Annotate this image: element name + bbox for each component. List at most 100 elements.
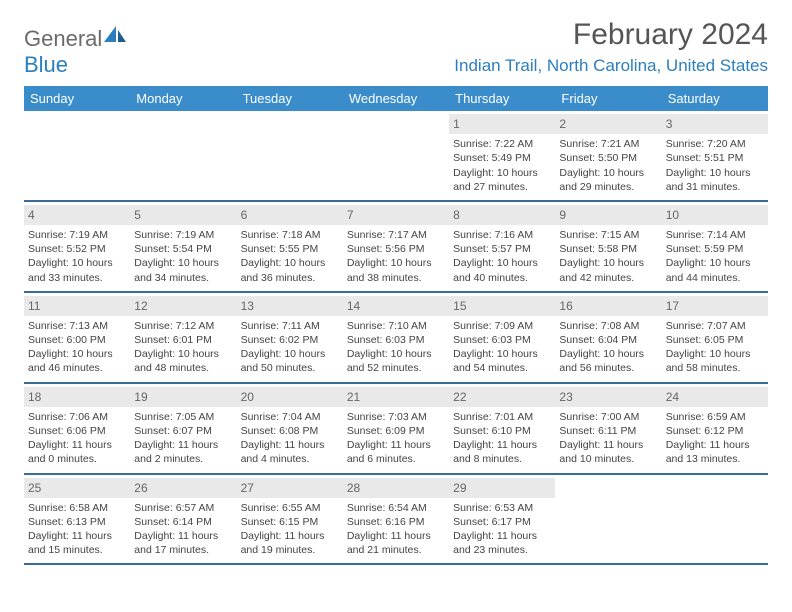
daylight-text: Daylight: 11 hours — [28, 438, 126, 452]
logo-text: General Blue — [24, 24, 128, 78]
week-row: 11Sunrise: 7:13 AMSunset: 6:00 PMDayligh… — [24, 293, 768, 384]
daylight-text: and 19 minutes. — [241, 543, 339, 557]
sunset-text: Sunset: 6:16 PM — [347, 515, 445, 529]
sunset-text: Sunset: 6:04 PM — [559, 333, 657, 347]
sunset-text: Sunset: 6:10 PM — [453, 424, 551, 438]
daylight-text: and 56 minutes. — [559, 361, 657, 375]
day-cell: 11Sunrise: 7:13 AMSunset: 6:00 PMDayligh… — [24, 293, 130, 382]
month-title: February 2024 — [454, 18, 768, 52]
calendar: SundayMondayTuesdayWednesdayThursdayFrid… — [24, 86, 768, 565]
sunrise-text: Sunrise: 7:08 AM — [559, 319, 657, 333]
day-cell: 19Sunrise: 7:05 AMSunset: 6:07 PMDayligh… — [130, 384, 236, 473]
day-number: 27 — [237, 478, 343, 498]
day-number: 8 — [449, 205, 555, 225]
sunset-text: Sunset: 6:08 PM — [241, 424, 339, 438]
sunrise-text: Sunrise: 7:11 AM — [241, 319, 339, 333]
empty-cell — [662, 475, 768, 564]
daylight-text: Daylight: 10 hours — [666, 347, 764, 361]
empty-cell — [24, 111, 130, 200]
day-number: 7 — [343, 205, 449, 225]
daylight-text: Daylight: 10 hours — [134, 256, 232, 270]
day-cell: 5Sunrise: 7:19 AMSunset: 5:54 PMDaylight… — [130, 202, 236, 291]
daylight-text: Daylight: 10 hours — [134, 347, 232, 361]
sunset-text: Sunset: 6:11 PM — [559, 424, 657, 438]
daylight-text: Daylight: 10 hours — [453, 256, 551, 270]
day-cell: 7 Sunrise: 7:17 AMSunset: 5:56 PMDaylight… — [343, 202, 449, 291]
logo-sail-icon — [102, 24, 128, 46]
day-cell: 16 Sunrise: 7:08 AMSunset: 6:04 PMDayligh… — [555, 293, 661, 382]
weekday-header-cell: Friday — [555, 86, 661, 111]
sunrise-text: Sunrise: 7:12 AM — [134, 319, 232, 333]
weekday-header-cell: Thursday — [449, 86, 555, 111]
day-cell: 14Sunrise: 7:10 AMSunset: 6:03 PMDayligh… — [343, 293, 449, 382]
week-row: 25Sunrise: 6:58 AMSunset: 6:13 PMDayligh… — [24, 475, 768, 566]
daylight-text: and 58 minutes. — [666, 361, 764, 375]
sunrise-text: Sunrise: 6:58 AM — [28, 501, 126, 515]
sunset-text: Sunset: 5:50 PM — [559, 151, 657, 165]
sunrise-text: Sunrise: 7:05 AM — [134, 410, 232, 424]
day-cell: 24Sunrise: 6:59 AMSunset: 6:12 PMDayligh… — [662, 384, 768, 473]
daylight-text: Daylight: 10 hours — [241, 256, 339, 270]
sunset-text: Sunset: 5:54 PM — [134, 242, 232, 256]
day-number: 15 — [449, 296, 555, 316]
sunset-text: Sunset: 5:58 PM — [559, 242, 657, 256]
daylight-text: and 23 minutes. — [453, 543, 551, 557]
sunset-text: Sunset: 6:06 PM — [28, 424, 126, 438]
daylight-text: and 31 minutes. — [666, 180, 764, 194]
daylight-text: Daylight: 10 hours — [453, 166, 551, 180]
sunrise-text: Sunrise: 6:57 AM — [134, 501, 232, 515]
location-subtitle: Indian Trail, North Carolina, United Sta… — [454, 56, 768, 76]
daylight-text: Daylight: 11 hours — [28, 529, 126, 543]
weeks-container: 1Sunrise: 7:22 AMSunset: 5:49 PMDaylight… — [24, 111, 768, 565]
sunrise-text: Sunrise: 7:19 AM — [28, 228, 126, 242]
daylight-text: Daylight: 10 hours — [347, 256, 445, 270]
daylight-text: and 15 minutes. — [28, 543, 126, 557]
sunrise-text: Sunrise: 7:01 AM — [453, 410, 551, 424]
day-number: 1 — [449, 114, 555, 134]
daylight-text: Daylight: 10 hours — [559, 347, 657, 361]
sunrise-text: Sunrise: 7:14 AM — [666, 228, 764, 242]
empty-cell — [130, 111, 236, 200]
week-row: 1Sunrise: 7:22 AMSunset: 5:49 PMDaylight… — [24, 111, 768, 202]
sunrise-text: Sunrise: 7:22 AM — [453, 137, 551, 151]
daylight-text: and 8 minutes. — [453, 452, 551, 466]
sunrise-text: Sunrise: 7:17 AM — [347, 228, 445, 242]
logo: General Blue — [24, 24, 128, 78]
day-number: 20 — [237, 387, 343, 407]
day-number: 19 — [130, 387, 236, 407]
daylight-text: and 52 minutes. — [347, 361, 445, 375]
sunrise-text: Sunrise: 7:04 AM — [241, 410, 339, 424]
daylight-text: and 33 minutes. — [28, 271, 126, 285]
day-cell: 18Sunrise: 7:06 AMSunset: 6:06 PMDayligh… — [24, 384, 130, 473]
sunrise-text: Sunrise: 7:19 AM — [134, 228, 232, 242]
logo-text-a: General — [24, 26, 102, 51]
sunset-text: Sunset: 6:00 PM — [28, 333, 126, 347]
sunset-text: Sunset: 6:02 PM — [241, 333, 339, 347]
day-number: 21 — [343, 387, 449, 407]
daylight-text: Daylight: 11 hours — [453, 529, 551, 543]
day-number: 25 — [24, 478, 130, 498]
day-cell: 10Sunrise: 7:14 AMSunset: 5:59 PMDayligh… — [662, 202, 768, 291]
logo-text-b: Blue — [24, 52, 68, 77]
sunrise-text: Sunrise: 7:18 AM — [241, 228, 339, 242]
daylight-text: Daylight: 10 hours — [666, 166, 764, 180]
sunset-text: Sunset: 5:56 PM — [347, 242, 445, 256]
day-number: 17 — [662, 296, 768, 316]
sunset-text: Sunset: 6:15 PM — [241, 515, 339, 529]
weekday-header-cell: Sunday — [24, 86, 130, 111]
sunrise-text: Sunrise: 7:07 AM — [666, 319, 764, 333]
day-cell: 29Sunrise: 6:53 AMSunset: 6:17 PMDayligh… — [449, 475, 555, 564]
sunset-text: Sunset: 5:51 PM — [666, 151, 764, 165]
day-number: 16 — [555, 296, 661, 316]
sunset-text: Sunset: 5:59 PM — [666, 242, 764, 256]
page-header: General Blue February 2024 Indian Trail,… — [24, 18, 768, 78]
daylight-text: and 21 minutes. — [347, 543, 445, 557]
day-number: 2 — [555, 114, 661, 134]
day-number: 18 — [24, 387, 130, 407]
sunrise-text: Sunrise: 7:10 AM — [347, 319, 445, 333]
daylight-text: and 17 minutes. — [134, 543, 232, 557]
daylight-text: and 13 minutes. — [666, 452, 764, 466]
day-cell: 28Sunrise: 6:54 AMSunset: 6:16 PMDayligh… — [343, 475, 449, 564]
sunset-text: Sunset: 6:03 PM — [453, 333, 551, 347]
day-number: 14 — [343, 296, 449, 316]
